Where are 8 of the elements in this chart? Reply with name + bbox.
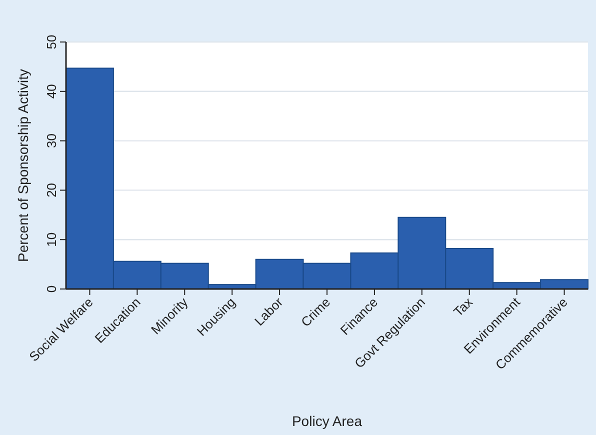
y-tick-label: 30 bbox=[44, 134, 59, 148]
y-tick-label: 20 bbox=[44, 182, 59, 198]
y-tick-label: 50 bbox=[44, 34, 59, 50]
x-axis-title: Policy Area bbox=[292, 413, 362, 429]
y-tick-label: 10 bbox=[44, 232, 59, 247]
y-axis-title: Percent of Sponsorship Activity bbox=[15, 69, 31, 262]
y-tick-label: 40 bbox=[44, 84, 59, 99]
y-tick-label: 0 bbox=[44, 285, 59, 293]
